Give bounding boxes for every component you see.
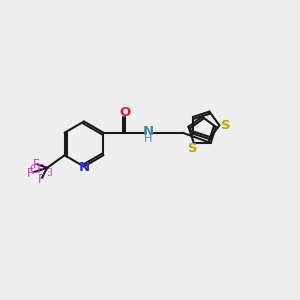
Text: F: F <box>32 158 39 171</box>
Text: S: S <box>188 142 198 155</box>
Text: N: N <box>143 125 154 138</box>
Text: S: S <box>220 119 230 132</box>
Text: F: F <box>27 167 34 180</box>
Text: O: O <box>119 106 131 118</box>
Text: F: F <box>38 173 44 186</box>
Text: N: N <box>78 161 90 174</box>
Text: 3: 3 <box>46 168 52 178</box>
Text: H: H <box>144 134 153 144</box>
Text: CF: CF <box>29 163 44 176</box>
